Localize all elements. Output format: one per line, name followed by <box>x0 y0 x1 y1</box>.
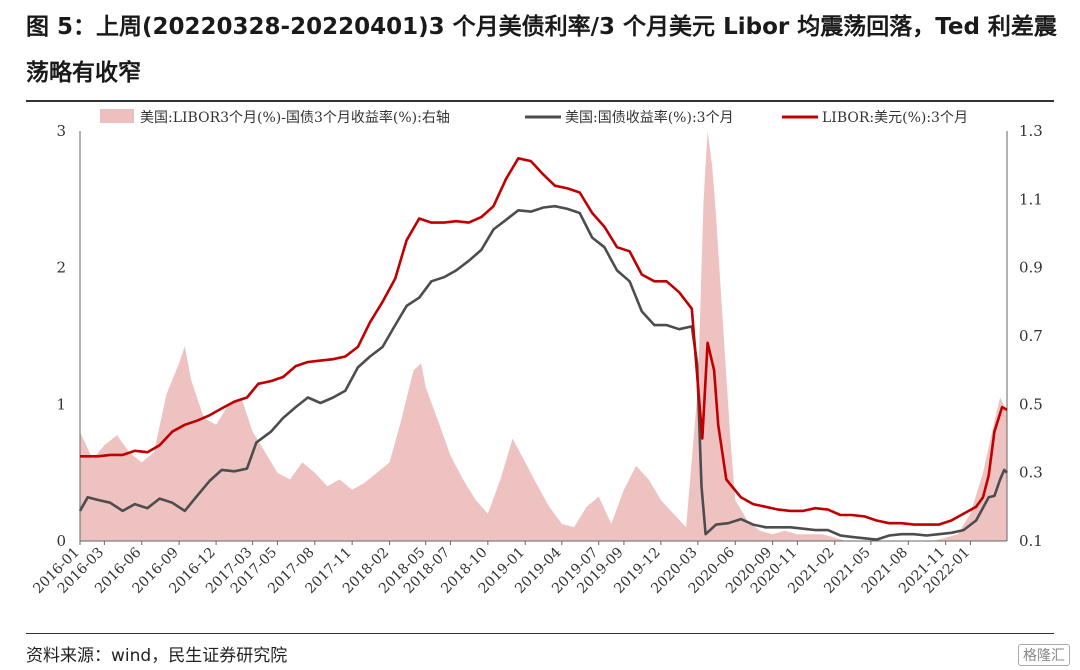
y-left-tick-label: 1 <box>56 395 66 413</box>
chart: 01230.10.30.50.70.91.11.32016-012016-032… <box>30 109 1043 597</box>
y-right-tick-label: 0.3 <box>1019 464 1043 482</box>
series-treasury-3m-line <box>78 204 1008 541</box>
title-rule <box>26 100 1054 102</box>
legend-label: LIBOR:美元(%):3个月 <box>822 110 968 126</box>
y-right-tick-label: 0.9 <box>1019 259 1043 277</box>
brand-watermark: 格隆汇 <box>1018 644 1070 666</box>
legend-label: 美国:国债收益率(%):3个月 <box>565 109 734 126</box>
y-right-tick-label: 1.3 <box>1019 122 1043 140</box>
source-note: 资料来源：wind，民生证券研究院 <box>26 646 288 666</box>
series-libor-3m-line <box>80 157 1008 526</box>
y-right-tick-label: 0.1 <box>1019 532 1043 550</box>
y-left-tick-label: 3 <box>56 122 66 140</box>
series-spread-area <box>80 131 1007 541</box>
source-rule <box>26 633 1054 634</box>
lines-layer <box>78 157 1008 541</box>
spread-area-layer <box>80 131 1007 541</box>
y-right-tick-label: 0.5 <box>1019 395 1043 413</box>
y-right-tick-label: 0.7 <box>1019 327 1043 345</box>
chart-title: 图 5：上周(20220328-20220401)3 个月美债利率/3 个月美元… <box>26 14 1057 86</box>
y-left-tick-label: 2 <box>56 259 66 277</box>
y-left-tick-label: 0 <box>56 532 66 550</box>
legend-label: 美国:LIBOR3个月(%)-国债3个月收益率(%):右轴 <box>140 109 450 126</box>
legend-swatch-spread <box>100 109 134 123</box>
y-right-tick-label: 1.1 <box>1019 190 1043 208</box>
legend: 美国:LIBOR3个月(%)-国债3个月收益率(%):右轴 美国:国债收益率(%)… <box>100 109 968 126</box>
